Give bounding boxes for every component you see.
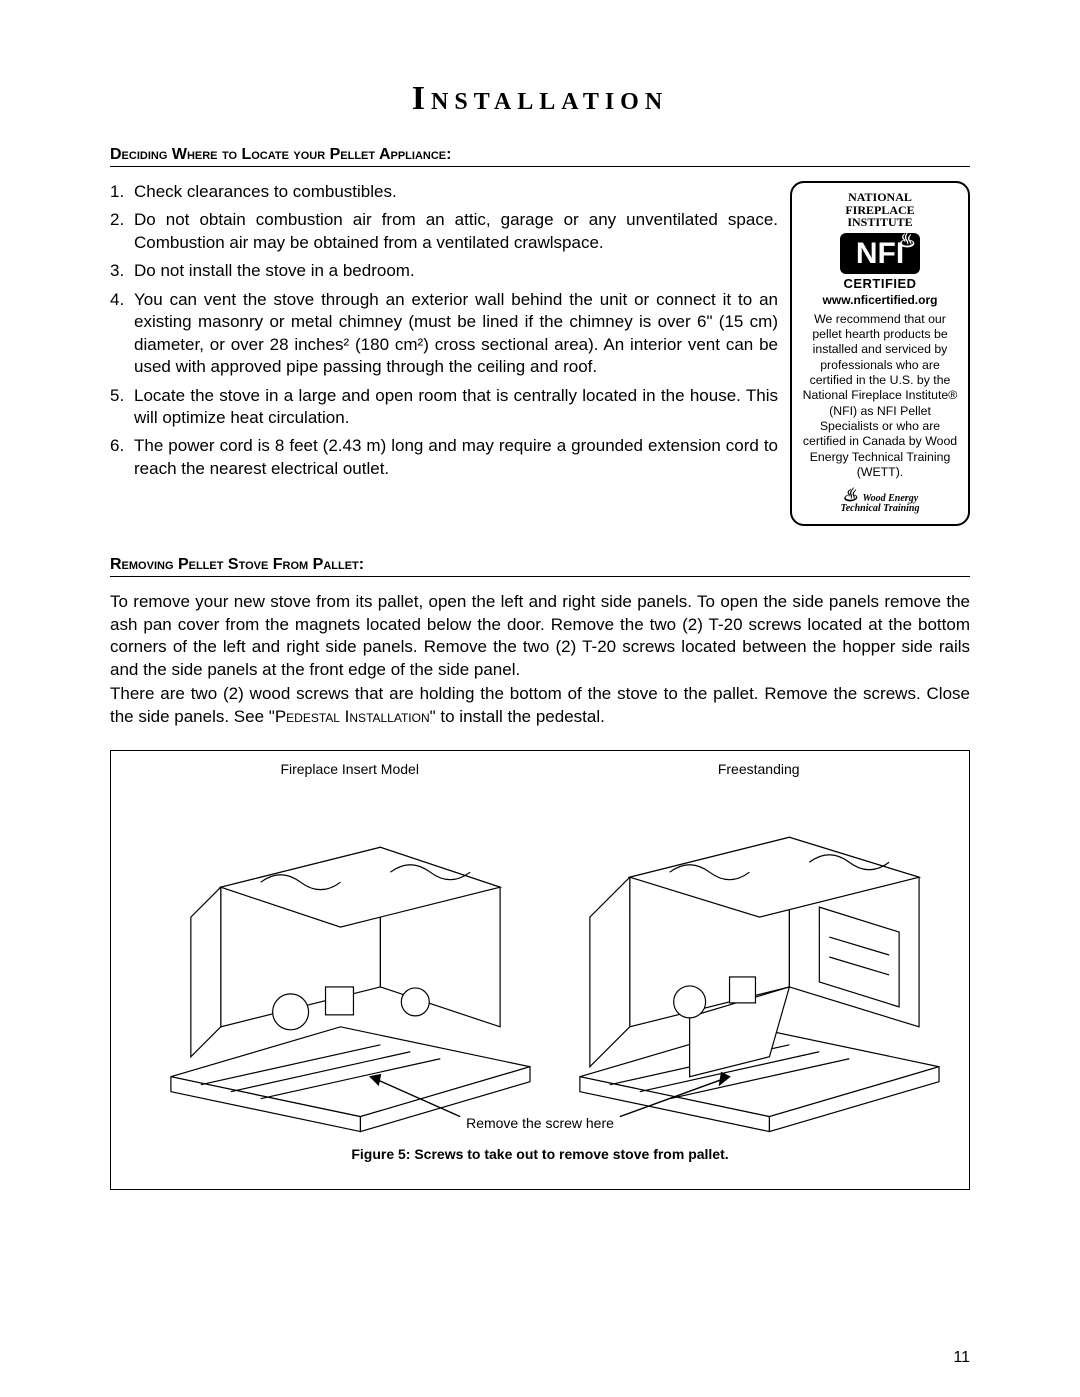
- section2-heading: Removing Pellet Stove From Pallet:: [110, 556, 970, 577]
- list-text: The power cord is 8 feet (2.43 m) long a…: [134, 435, 778, 480]
- list-text: Locate the stove in a large and open roo…: [134, 385, 778, 430]
- location-list: 1.Check clearances to combustibles. 2.Do…: [110, 181, 778, 480]
- list-text: You can vent the stove through an exteri…: [134, 289, 778, 379]
- figure-label-left: Fireplace Insert Model: [280, 761, 419, 777]
- list-text: Do not install the stove in a bedroom.: [134, 260, 415, 282]
- cert-certified: CERTIFIED: [800, 276, 960, 292]
- wett-logo: ♨ Wood Energy Technical Training: [800, 486, 960, 514]
- section2-para1: To remove your new stove from its pallet…: [110, 591, 970, 681]
- list-item: 5.Locate the stove in a large and open r…: [110, 385, 778, 430]
- cert-url: www.nficertified.org: [800, 293, 960, 308]
- cert-top1: NATIONAL: [800, 191, 960, 204]
- list-item: 2.Do not obtain combustion air from an a…: [110, 209, 778, 254]
- section2-para2: There are two (2) wood screws that are h…: [110, 683, 970, 728]
- figure-caption: Figure 5: Screws to take out to remove s…: [131, 1146, 949, 1162]
- list-item: 4.You can vent the stove through an exte…: [110, 289, 778, 379]
- figure-box: Fireplace Insert Model Freestanding: [110, 750, 970, 1190]
- list-text: Do not obtain combustion air from an att…: [134, 209, 778, 254]
- cert-text: We recommend that our pellet hearth prod…: [800, 312, 960, 481]
- section1-heading: Deciding Where to Locate your Pellet App…: [110, 146, 970, 167]
- certification-box: NATIONAL FIREPLACE INSTITUTE NFI ♨ CERTI…: [790, 181, 970, 526]
- nfi-logo: NFI ♨: [840, 233, 920, 275]
- nfi-text: NFI: [856, 237, 904, 270]
- figure-illustration: [131, 777, 949, 1137]
- figure-remove-note: Remove the screw here: [111, 1115, 969, 1131]
- page-number: 11: [953, 1349, 970, 1367]
- list-item: 6.The power cord is 8 feet (2.43 m) long…: [110, 435, 778, 480]
- list-item: 1.Check clearances to combustibles.: [110, 181, 778, 203]
- list-text: Check clearances to combustibles.: [134, 181, 397, 203]
- list-item: 3.Do not install the stove in a bedroom.: [110, 260, 778, 282]
- flame-icon: ♨: [898, 229, 916, 254]
- cert-top3: INSTITUTE: [800, 216, 960, 229]
- figure-label-right: Freestanding: [718, 761, 800, 777]
- page-title: Installation: [110, 80, 970, 118]
